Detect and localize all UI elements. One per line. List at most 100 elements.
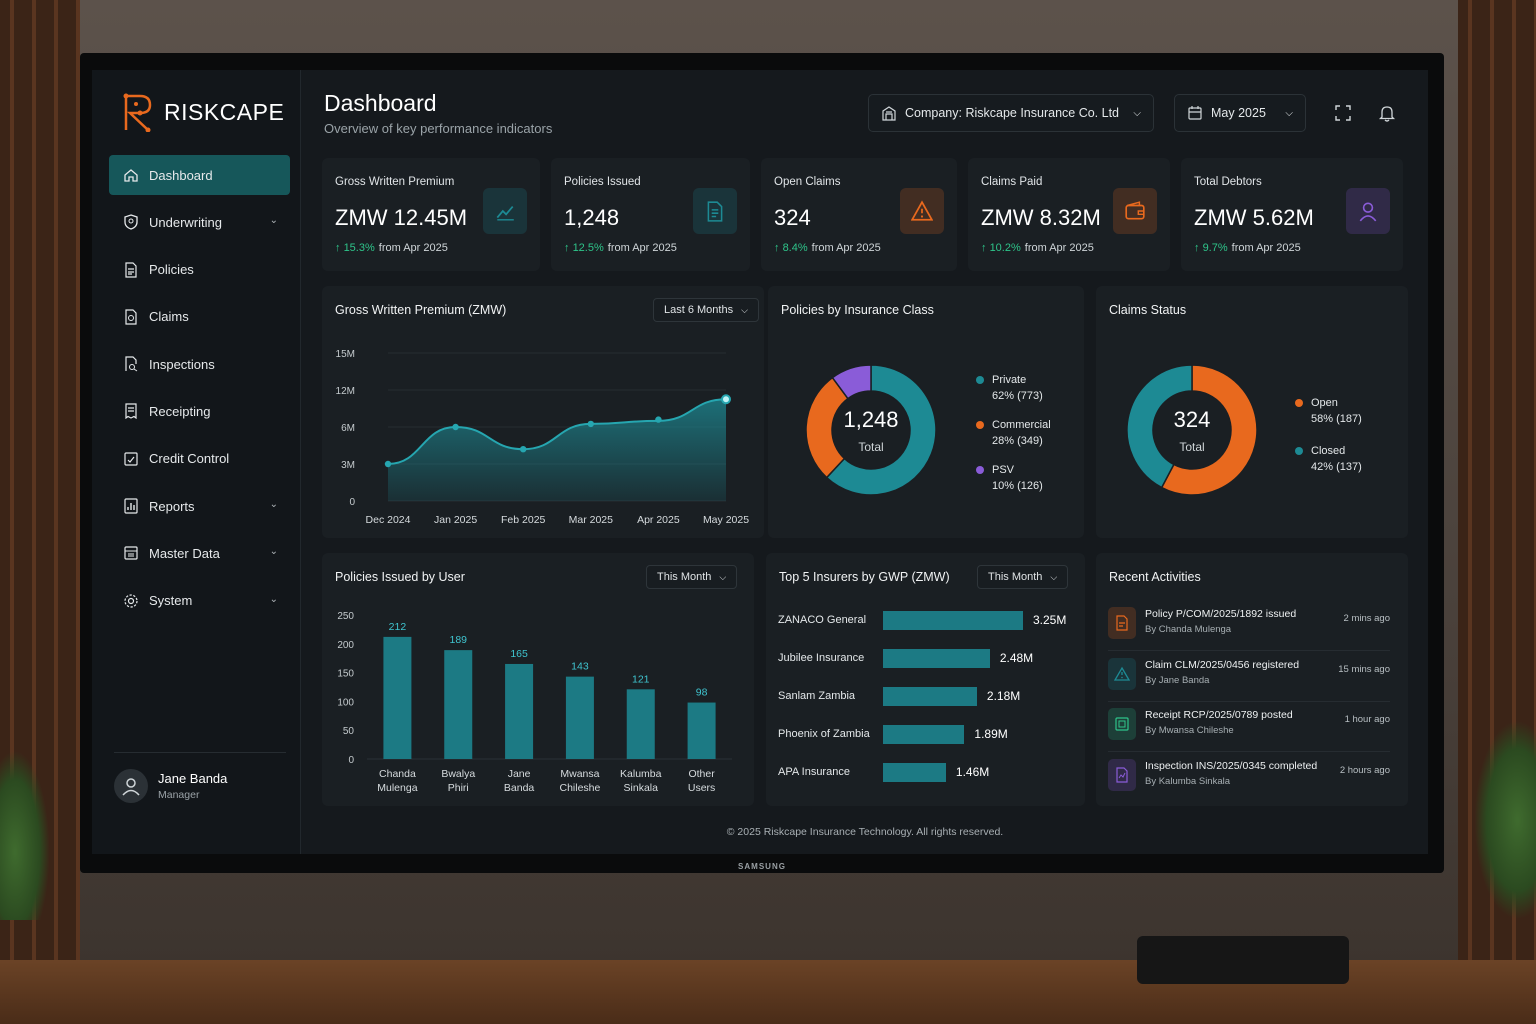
bar[interactable] (444, 650, 473, 759)
sidebar-item-dashboard[interactable]: Dashboard (109, 155, 290, 195)
sidebar-item-receipting[interactable]: Receipting (109, 391, 290, 431)
sidebar-item-reports[interactable]: Reports ⌄ (109, 486, 290, 526)
gwp-point[interactable] (452, 423, 459, 431)
kpi-card-open-claims[interactable]: Open Claims 324 ↑ 8.4% from Apr 2025 (761, 158, 957, 271)
document-icon (693, 188, 737, 234)
user-range-dropdown[interactable]: This Month ⌵ (646, 565, 738, 589)
user-chart-title: Policies Issued by User (335, 570, 465, 584)
kpi-card-gross-written-premium[interactable]: Gross Written Premium ZMW 12.45M ↑ 15.3% fr… (322, 158, 540, 271)
fullscreen-button[interactable] (1330, 100, 1356, 126)
sidebar-item-label: Reports (149, 498, 195, 514)
chevron-down-icon[interactable]: ⌄ (269, 593, 278, 605)
claim-icon (123, 309, 139, 325)
sidebar-item-underwriting[interactable]: Underwriting ⌄ (109, 202, 290, 242)
bar[interactable] (565, 676, 594, 759)
app-logo[interactable]: RISKCAPE (122, 92, 284, 132)
bar[interactable] (383, 636, 412, 759)
user-role: Manager (158, 789, 200, 801)
insurer-bar[interactable] (883, 763, 946, 782)
policies-class-title: Policies by Insurance Class (781, 303, 934, 317)
building-icon (882, 106, 896, 121)
legend-name: Private (992, 374, 1027, 386)
sidebar-item-label: Claims (149, 309, 189, 325)
x-tick-label: Other (688, 768, 715, 780)
legend-item: PSV 10% (126) (976, 462, 1043, 494)
activity-item[interactable]: Receipt RCP/2025/0789 posted By Mwansa Ch… (1108, 706, 1390, 748)
gwp-chart-title: Gross Written Premium (ZMW) (335, 303, 507, 317)
kpi-delta: ↑ 8.4% from Apr 2025 (774, 242, 881, 254)
shield-icon (123, 214, 139, 230)
claims-status-donut (1126, 364, 1258, 496)
activity-item[interactable]: Policy P/COM/2025/1892 issued By Chanda M… (1108, 605, 1390, 647)
insurers-range-dropdown[interactable]: This Month ⌵ (977, 565, 1069, 589)
sidebar-item-master-data[interactable]: Master Data ⌄ (109, 533, 290, 573)
legend-name: PSV (992, 464, 1015, 476)
legend-swatch (976, 376, 984, 385)
bar[interactable] (687, 702, 716, 759)
insurers-title: Top 5 Insurers by GWP (ZMW) (779, 570, 950, 584)
sidebar: RISKCAPE Dashboard Underwriting ⌄ Policies C… (92, 70, 301, 854)
chevron-down-icon[interactable]: ⌄ (269, 546, 278, 558)
kpi-label: Total Debtors (1194, 176, 1262, 188)
insurer-bar[interactable] (883, 649, 990, 668)
x-tick-label: Phiri (448, 782, 469, 794)
sidebar-item-policies[interactable]: Policies (109, 250, 290, 290)
user-icon (1346, 188, 1390, 234)
gwp-point[interactable] (721, 394, 731, 405)
bar[interactable] (626, 689, 655, 759)
legend-detail: 28% (349) (992, 435, 1043, 447)
gwp-point[interactable] (520, 446, 527, 453)
gwp-point[interactable] (384, 460, 392, 468)
legend-detail: 62% (773) (992, 390, 1043, 402)
legend-detail: 42% (137) (1311, 461, 1362, 473)
page-title: Dashboard (324, 90, 437, 116)
bell-icon (1378, 106, 1396, 122)
donut-slice[interactable] (1160, 364, 1258, 496)
period-selector[interactable]: May 2025 ⌵ (1174, 94, 1306, 132)
bar-value-label: 212 (389, 621, 407, 633)
x-tick-label: Jane (508, 768, 531, 780)
chevron-down-icon[interactable]: ⌄ (269, 499, 278, 511)
kpi-card-claims-paid[interactable]: Claims Paid ZMW 8.32M ↑ 10.2% from Apr 2025 (968, 158, 1170, 271)
y-tick-label: 50 (343, 726, 355, 737)
activity-title: Policy P/COM/2025/1892 issued (1145, 608, 1297, 620)
activity-item[interactable]: Claim CLM/2025/0456 registered By Jane Ba… (1108, 656, 1390, 698)
legend-swatch (976, 466, 984, 475)
insurer-name: APA Insurance (778, 766, 850, 778)
activity-author: By Mwansa Chileshe (1145, 725, 1234, 736)
donut-slice[interactable] (831, 364, 872, 400)
gwp-chart-card: Gross Written Premium (ZMW) Last 6 Month… (322, 286, 764, 538)
sidebar-item-credit-control[interactable]: Credit Control (109, 439, 290, 479)
activity-item[interactable]: Inspection INS/2025/0345 completed By Kal… (1108, 757, 1390, 799)
donut-slice[interactable] (1126, 364, 1193, 489)
insurer-bar[interactable] (883, 725, 965, 744)
chevron-down-icon[interactable]: ⌄ (269, 215, 278, 227)
bar[interactable] (505, 663, 534, 759)
gwp-point[interactable] (655, 416, 662, 423)
user-profile[interactable]: Jane Banda Manager (114, 752, 286, 803)
activity-author: By Chanda Mulenga (1145, 624, 1232, 635)
avatar (114, 769, 148, 803)
sidebar-item-claims[interactable]: Claims (109, 297, 290, 337)
insurer-bar[interactable] (883, 611, 1023, 630)
y-tick-label: 15M (336, 349, 355, 360)
insurer-bar[interactable] (883, 687, 977, 706)
fullscreen-icon (1335, 105, 1351, 121)
gwp-range-dropdown[interactable]: Last 6 Months ⌵ (653, 298, 759, 322)
kpi-card-total-debtors[interactable]: Total Debtors ZMW 5.62M ↑ 9.7% from Apr 202… (1181, 158, 1403, 271)
company-selector[interactable]: Company: Riskcape Insurance Co. Ltd ⌵ (868, 94, 1154, 132)
notifications-button[interactable] (1374, 100, 1400, 126)
y-tick-label: 0 (348, 755, 354, 766)
sidebar-item-inspections[interactable]: Inspections (109, 344, 290, 384)
legend-detail: 58% (187) (1311, 413, 1362, 425)
activity-time: 1 hour ago (1344, 714, 1390, 725)
insurer-value: 1.89M (974, 727, 1008, 741)
kpi-label: Claims Paid (981, 176, 1043, 188)
bar-value-label: 143 (571, 661, 589, 673)
gwp-point[interactable] (587, 420, 594, 428)
sidebar-item-system[interactable]: System ⌄ (109, 581, 290, 621)
donut-slice[interactable] (825, 364, 937, 496)
kpi-card-policies-issued[interactable]: Policies Issued 1,248 ↑ 12.5% from Apr 2025 (551, 158, 750, 271)
database-icon (123, 545, 139, 561)
kpi-delta-value: 9.7% (1202, 242, 1228, 254)
